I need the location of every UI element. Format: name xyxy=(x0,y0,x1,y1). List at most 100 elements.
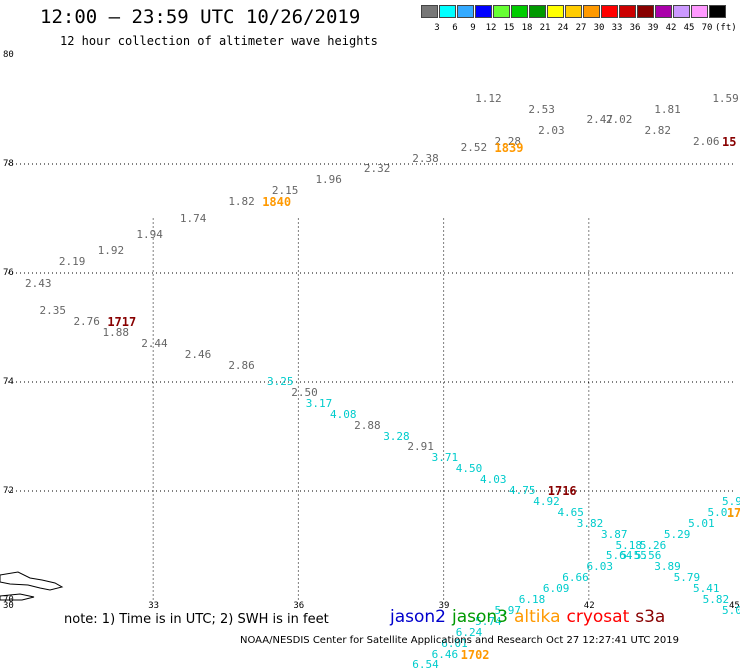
wave-height-label: 6.01 xyxy=(441,636,468,650)
colorbar-label: 21 xyxy=(539,23,551,33)
satellite-legend: jason2 jason3 altika cryosat s3a xyxy=(390,607,671,627)
colorbar-swatch xyxy=(601,5,618,18)
colorbar-swatch xyxy=(637,5,654,18)
wave-height-label: 2.52 xyxy=(460,140,488,154)
x-tick-label: 36 xyxy=(293,601,305,611)
wave-height-label: 5.01 xyxy=(688,516,715,530)
colorbar-swatch xyxy=(529,5,546,18)
x-tick-label: 30 xyxy=(3,601,14,611)
wave-height-label: 1.94 xyxy=(136,227,163,241)
satellite-jason2: jason2 xyxy=(390,607,446,627)
colorbar-swatch xyxy=(547,5,564,18)
wave-height-label: 2.47 xyxy=(586,113,613,127)
x-tick-label: 39 xyxy=(438,601,450,611)
pass-time-label: 17 xyxy=(726,505,740,520)
wave-height-label: 5.18 xyxy=(615,538,643,552)
x-tick-label: 42 xyxy=(583,601,595,611)
colorbar-swatch xyxy=(511,5,528,18)
wave-height-label: 2.50 xyxy=(291,385,318,399)
page-title: 12:00 – 23:59 UTC 10/26/2019 xyxy=(40,6,361,28)
colorbar-swatch xyxy=(691,5,708,18)
wave-height-label: 2.43 xyxy=(25,276,52,290)
wave-height-label: 5.56 xyxy=(634,549,662,563)
y-tick-label: 72 xyxy=(3,486,14,496)
satellite-altika: altika xyxy=(514,607,561,627)
wave-height-label: 3.25 xyxy=(267,375,294,388)
colorbar-label: 9 xyxy=(470,23,476,33)
colorbar-label: 24 xyxy=(557,23,569,33)
pass-time-label: 1839 xyxy=(494,140,524,155)
wave-height-label: 5.82 xyxy=(702,593,730,606)
colorbar-swatch xyxy=(439,5,456,18)
wave-height-label: 2.32 xyxy=(363,162,391,176)
wave-height-label: 3.82 xyxy=(576,516,604,530)
satellite-cryosat: cryosat xyxy=(566,607,630,627)
wave-height-label: 2.46 xyxy=(184,347,212,361)
wave-height-label: 5.74 xyxy=(475,614,502,628)
lat-lon-grid xyxy=(8,163,734,600)
colorbar-swatch xyxy=(709,5,726,18)
wave-height-label: 2.44 xyxy=(141,336,168,350)
wave-height-label: 2.88 xyxy=(354,418,381,432)
colorbar-label: 18 xyxy=(521,23,533,33)
wave-height-label: 5.26 xyxy=(639,538,667,552)
wave-height-label: 2.02 xyxy=(605,113,633,127)
colorbar-label: 15 xyxy=(503,23,515,33)
wave-height-label: 5.55 xyxy=(620,549,647,563)
colorbar-label: 36 xyxy=(629,23,641,33)
satellite-jason3: jason3 xyxy=(452,607,508,627)
wave-height-label: 1.59 xyxy=(712,91,739,105)
colorbar-label: 70 xyxy=(701,23,713,33)
wave-height-label: 5.41 xyxy=(692,582,720,596)
colorbar-label: 33 xyxy=(611,23,623,33)
pass-time-label: 1717 xyxy=(107,315,137,330)
y-tick-label: 74 xyxy=(3,377,14,387)
wave-height-label: 3.87 xyxy=(601,527,628,541)
pass-time-label: 15 xyxy=(722,135,737,150)
page-subtitle: 12 hour collection of altimeter wave hei… xyxy=(60,34,378,48)
colorbar-label: 30 xyxy=(593,23,605,33)
x-tick-label: 45 xyxy=(729,601,740,611)
wave-height-label: 1.88 xyxy=(102,325,129,339)
colorbar-swatch xyxy=(565,5,582,18)
wave-height-label: 2.91 xyxy=(407,440,434,454)
wave-height-label: 4.03 xyxy=(480,473,507,487)
wave-height-label: 2.19 xyxy=(58,255,86,269)
colorbar-label: 3 xyxy=(434,23,440,33)
wave-height-label: 6.18 xyxy=(518,593,546,606)
pass-time-label: 1716 xyxy=(547,484,577,498)
wave-height-label: 3.17 xyxy=(305,396,333,410)
satellite-s3a: s3a xyxy=(635,607,666,627)
wave-height-label: 1.12 xyxy=(475,91,502,105)
wave-height-label: 2.53 xyxy=(528,102,555,116)
pass-time-label: 1840 xyxy=(262,195,292,210)
colorbar-label: 45 xyxy=(683,23,695,33)
credit-line: NOAA/NESDIS Center for Satellite Applica… xyxy=(240,635,679,646)
wave-height-label: 5.79 xyxy=(673,571,701,585)
wave-height-label: 5.07 xyxy=(722,603,740,617)
colorbar-swatch xyxy=(457,5,474,18)
wave-height-label: 2.86 xyxy=(228,358,255,372)
wave-height-label: 2.82 xyxy=(644,124,672,138)
wave-height-label: 5.64 xyxy=(605,549,633,563)
colorbar-label: 42 xyxy=(665,23,677,33)
wave-height-label: 4.75 xyxy=(509,484,536,497)
wave-height-label: 3.28 xyxy=(383,429,410,443)
wave-height-label: 2.15 xyxy=(271,184,299,198)
colorbar-swatch xyxy=(619,5,636,18)
wave-height-label: 1.82 xyxy=(228,195,255,209)
wave-height-label: 6.03 xyxy=(586,560,613,574)
colorbar-label: 39 xyxy=(647,23,659,33)
wave-height-label: 1.74 xyxy=(179,211,207,225)
wave-height-label: 4.08 xyxy=(329,407,357,421)
wave-height-label: 1.92 xyxy=(97,244,125,258)
wave-height-label: 6.09 xyxy=(542,582,570,596)
wave-height-label: 4.50 xyxy=(455,462,483,476)
wave-height-label: 2.35 xyxy=(39,304,67,318)
footer-note: note: 1) Time is in UTC; 2) SWH is in fe… xyxy=(64,612,329,627)
y-tick-label: 70 xyxy=(3,595,14,605)
y-tick-label: 80 xyxy=(3,50,14,60)
colorbar-label: 12 xyxy=(485,23,497,33)
wave-height-label: 3.89 xyxy=(654,560,681,574)
colorbar-label: (ft) xyxy=(715,23,737,33)
